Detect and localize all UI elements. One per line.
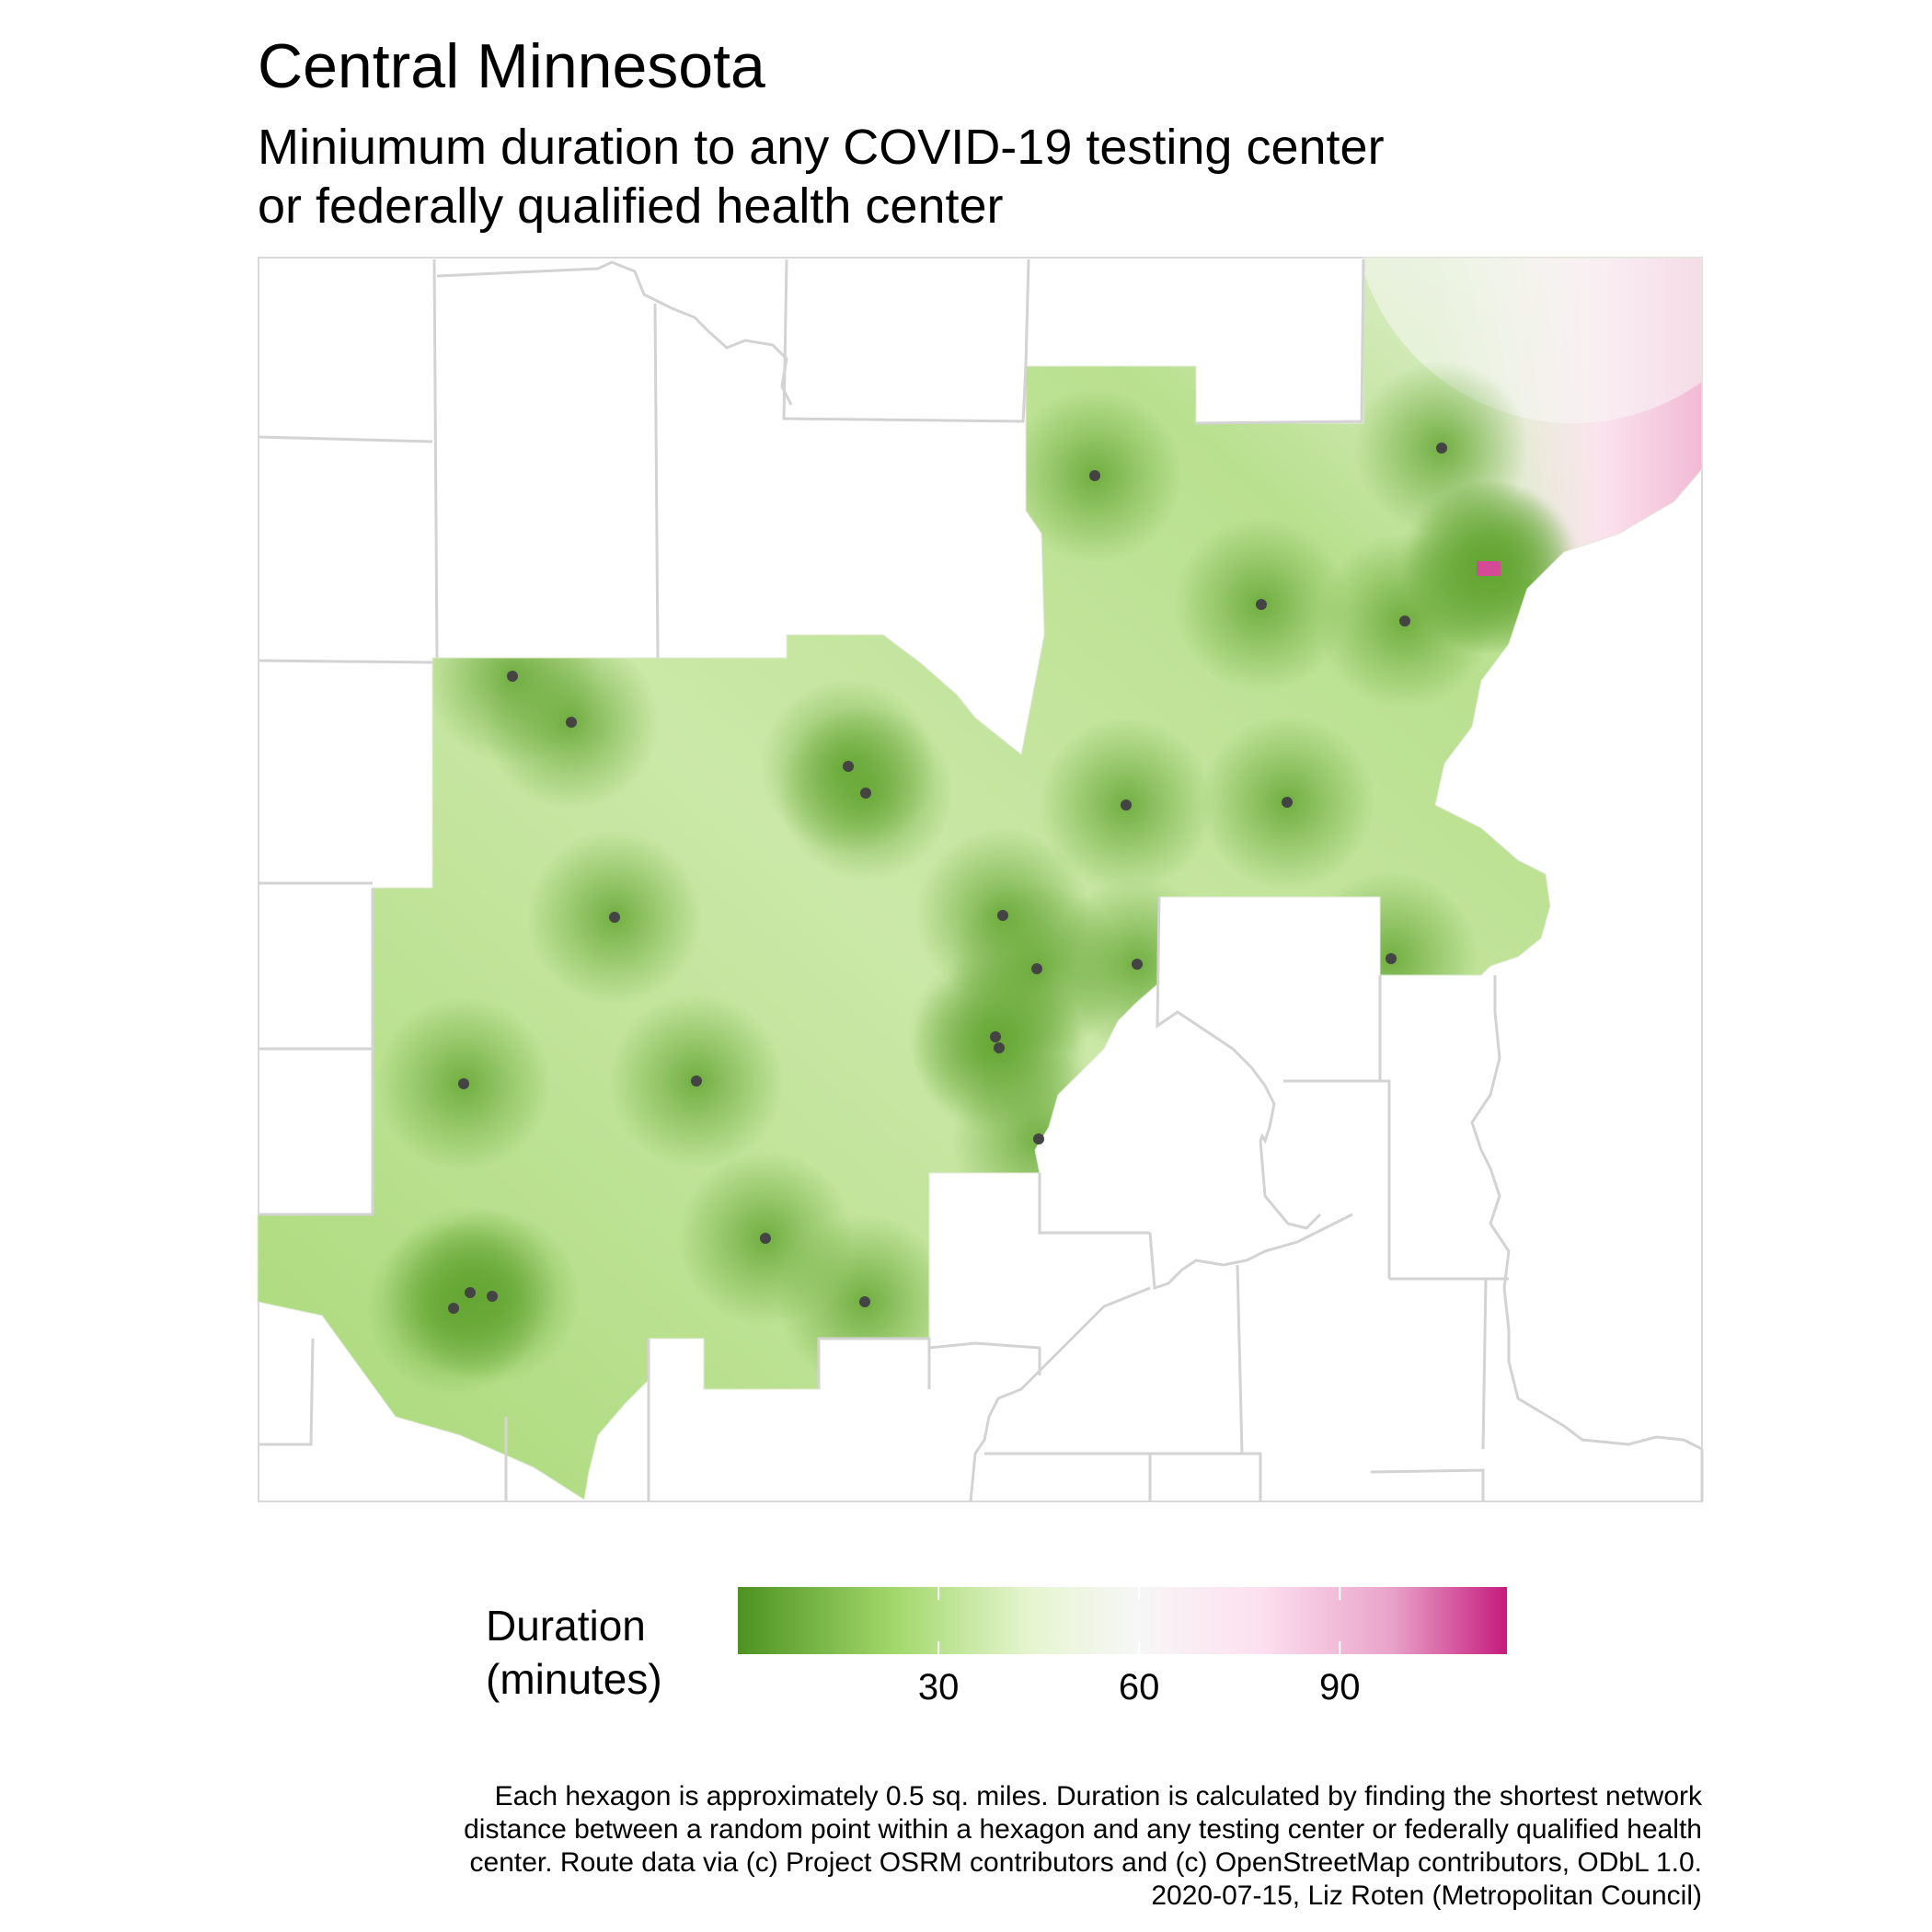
facility-point <box>507 671 518 682</box>
facility-point <box>691 1075 702 1087</box>
facility-points <box>448 443 1447 1314</box>
facility-point <box>760 1233 771 1244</box>
facility-point <box>1256 599 1267 610</box>
facility-point <box>566 717 577 728</box>
facility-point <box>994 1042 1005 1053</box>
facility-point <box>1399 615 1410 627</box>
legend-tick-label: 60 <box>1118 1667 1160 1708</box>
facility-point <box>997 910 1008 921</box>
map-caption: Each hexagon is approximately 0.5 sq. mi… <box>464 1781 1702 1911</box>
facility-point <box>1033 1133 1044 1144</box>
facility-point <box>1282 797 1293 808</box>
facility-point <box>1386 953 1397 964</box>
facility-point <box>465 1287 476 1298</box>
legend-colorbar <box>738 1587 1507 1654</box>
facility-point <box>1089 470 1100 481</box>
page-title: Central Minnesota <box>258 31 765 101</box>
map-subtitle: Miniumum duration to any COVID-19 testin… <box>258 120 1385 234</box>
legend-title: Duration (minutes) <box>486 1602 662 1703</box>
county-boundaries <box>258 259 1704 1502</box>
facility-point <box>1436 443 1447 454</box>
facility-point <box>1121 799 1132 811</box>
facility-point <box>487 1291 498 1302</box>
facility-point <box>1132 959 1143 970</box>
legend-tick-label: 30 <box>917 1667 960 1708</box>
facility-point <box>859 1296 870 1307</box>
facility-point <box>609 912 620 923</box>
facility-point <box>843 761 854 772</box>
facility-point <box>448 1303 459 1314</box>
legend-tick-label: 90 <box>1319 1667 1361 1708</box>
facility-point <box>990 1031 1001 1042</box>
facility-point <box>860 788 871 799</box>
facility-point <box>458 1078 469 1089</box>
facility-point <box>1031 963 1042 974</box>
